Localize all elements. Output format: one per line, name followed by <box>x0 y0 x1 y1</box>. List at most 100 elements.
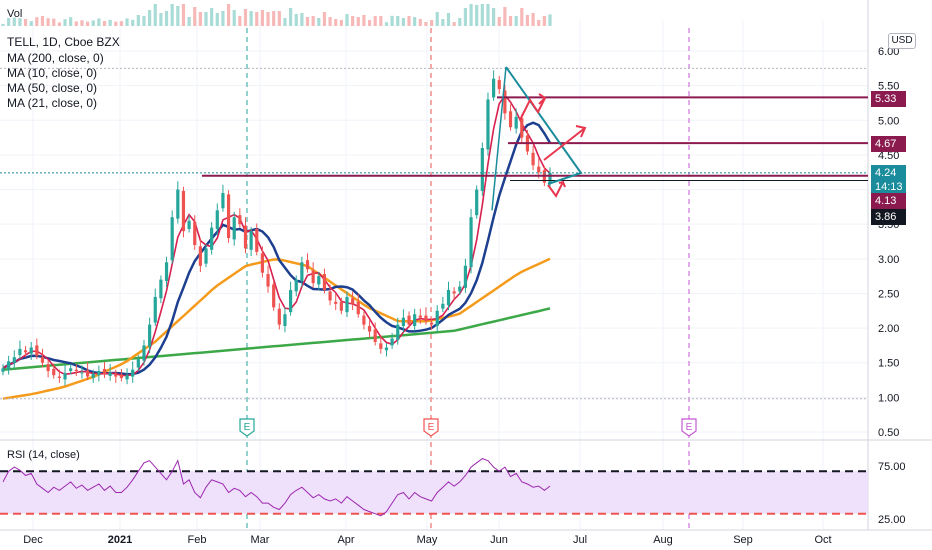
candle-body <box>407 315 411 325</box>
earnings-marker-label: E <box>686 422 693 433</box>
candle-body <box>97 371 101 376</box>
drawing-tools[interactable] <box>0 66 868 400</box>
candle-body <box>74 369 78 372</box>
candle-body <box>418 315 422 318</box>
volume-bar <box>159 13 163 26</box>
volume-bar <box>277 11 281 26</box>
volume-bar <box>170 4 174 26</box>
candle-body <box>401 317 405 327</box>
candle-body <box>429 322 434 325</box>
volume-bar <box>210 8 214 26</box>
volume-bar <box>29 21 33 26</box>
volume-bar <box>525 15 530 26</box>
candle-body <box>413 314 417 327</box>
y-tick-label: 4.50 <box>878 150 899 162</box>
ma-10-legend[interactable]: MA (10, close, 0) <box>7 66 98 80</box>
volume-bar <box>221 11 225 26</box>
volume-bar <box>520 8 524 26</box>
x-tick-label: Jun <box>490 534 508 546</box>
volume-bar <box>311 16 315 26</box>
volume-bar <box>12 17 16 26</box>
candle-body <box>114 373 118 377</box>
currency-button[interactable]: USD <box>888 33 916 49</box>
ma-50-legend[interactable]: MA (50, close, 0) <box>7 81 98 95</box>
ma-21-legend[interactable]: MA (21, close, 0) <box>7 96 98 110</box>
volume-bar <box>272 11 276 26</box>
volume-bar <box>384 22 389 26</box>
volume-bar <box>486 4 490 26</box>
volume-bar <box>119 21 124 26</box>
candle-body <box>339 301 343 311</box>
candle-body <box>80 372 84 374</box>
volume-bar <box>1 24 5 26</box>
volume-bar <box>542 16 546 26</box>
y-tick-label: 1.00 <box>878 392 899 404</box>
candle-body <box>243 225 248 249</box>
ma-21-line <box>2 121 552 376</box>
x-tick-label: Jul <box>573 534 587 546</box>
candle-body <box>503 90 507 114</box>
rsi-pane <box>0 458 868 517</box>
y-tick-label: 6.00 <box>878 46 899 58</box>
volume-bar <box>475 5 479 26</box>
candle-body <box>57 376 61 378</box>
volume-bar <box>164 11 169 26</box>
volume-bar <box>345 14 349 26</box>
volume-bar <box>446 13 451 26</box>
volume-bar <box>193 7 197 26</box>
candle-body <box>373 329 377 342</box>
candle-body <box>255 229 259 252</box>
volume-bar <box>204 12 208 26</box>
candle-body <box>131 369 135 377</box>
symbol-title[interactable]: TELL, 1D, Cboe BZX <box>7 35 120 49</box>
volume-bar <box>23 19 28 26</box>
volume-bar <box>52 18 56 26</box>
arrow-path <box>547 181 564 198</box>
candle-body <box>277 308 281 325</box>
volume-bar <box>351 16 355 26</box>
volume-bar <box>85 21 90 26</box>
volume-bar <box>74 21 78 26</box>
candle-body <box>520 118 524 138</box>
candle-body <box>492 78 496 98</box>
y-tick-label: 5.50 <box>878 81 899 93</box>
trend-line <box>491 66 507 211</box>
earnings-marker <box>681 418 697 437</box>
volume-bar <box>102 21 107 26</box>
volume-bar <box>249 11 253 26</box>
volume-bar <box>435 12 439 26</box>
candle-body <box>424 315 428 322</box>
volume-bar <box>238 16 242 26</box>
volume-bar <box>322 12 327 26</box>
price-axis[interactable]: 6.005.505.004.504.003.503.002.502.001.50… <box>23 46 905 546</box>
countdown-label: 14:13 <box>871 179 906 195</box>
candle-body <box>362 315 366 325</box>
ma-200-legend[interactable]: MA (200, close, 0) <box>7 51 104 65</box>
y-tick-label: 3.00 <box>878 254 899 266</box>
candle-body <box>52 368 56 376</box>
volume-bar <box>401 18 405 26</box>
x-tick-label: 2021 <box>108 534 132 546</box>
candle-body <box>266 274 270 287</box>
rsi-legend[interactable]: RSI (14, close) <box>7 449 80 461</box>
candle-body <box>46 364 50 372</box>
volume-bar <box>125 18 129 26</box>
candle-body <box>356 301 360 315</box>
candle-body <box>390 338 394 346</box>
candle-body <box>232 217 236 240</box>
volume-bar <box>469 4 473 26</box>
rsi-line <box>2 458 551 517</box>
candle-body <box>446 289 451 306</box>
arrow-head <box>558 180 566 188</box>
candle-body <box>272 284 276 308</box>
volume-bar <box>40 16 45 26</box>
earnings-marker <box>239 418 255 437</box>
x-tick-label: Mar <box>251 534 270 546</box>
volume-bar <box>232 10 236 26</box>
candle-body <box>29 347 33 354</box>
volume-bar <box>531 13 535 26</box>
volume-bar <box>18 18 22 26</box>
volume-bar <box>508 16 513 26</box>
